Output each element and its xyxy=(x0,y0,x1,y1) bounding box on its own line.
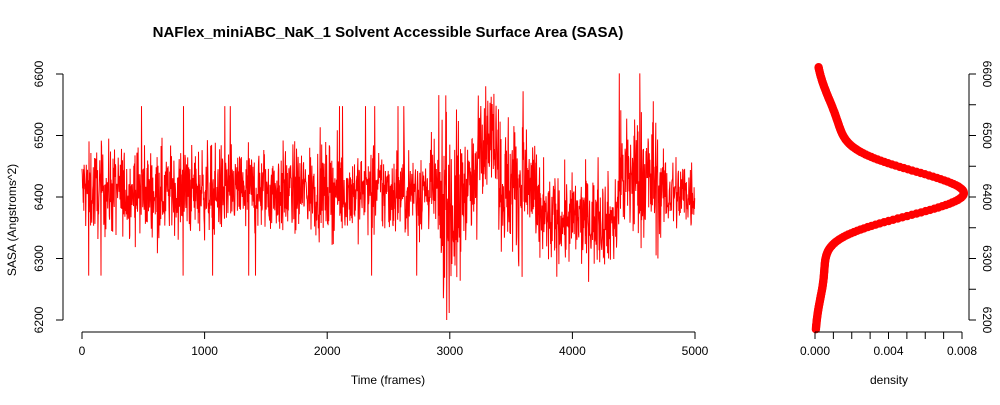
density-point xyxy=(814,62,823,72)
y-axis-label: SASA (Angstroms^2) xyxy=(5,164,19,276)
density-x-tick-label: 0.004 xyxy=(873,344,903,358)
x-tick-label: 4000 xyxy=(559,344,586,358)
x-tick-label: 2000 xyxy=(314,344,341,358)
density-y-tick-label: 6400 xyxy=(980,184,994,211)
y-tick-label: 6600 xyxy=(32,60,46,87)
density-y-tick-label: 6600 xyxy=(980,61,994,88)
x-axis-label: Time (frames) xyxy=(351,373,425,387)
density-right-y-axis: 6200 6300 6400 6500 6600 xyxy=(968,61,994,334)
sasa-series-line xyxy=(81,73,696,321)
y-tick-label: 6300 xyxy=(32,245,46,272)
x-tick-label: 1000 xyxy=(191,344,218,358)
density-y-tick-label: 6200 xyxy=(980,307,994,334)
x-tick-label: 5000 xyxy=(682,344,709,358)
time-x-axis: 0 1000 2000 3000 4000 5000 xyxy=(79,331,709,358)
sasa-time-series xyxy=(81,73,696,321)
x-tick-label: 3000 xyxy=(436,344,463,358)
density-x-tick-label: 0.008 xyxy=(947,344,977,358)
density-x-tick-label: 0.000 xyxy=(800,344,830,358)
density-x-axis: 0.000 0.004 0.008 xyxy=(800,331,977,358)
density-curve xyxy=(811,62,968,334)
density-y-tick-label: 6300 xyxy=(980,245,994,272)
y-tick-label: 6400 xyxy=(32,183,46,210)
sasa-y-axis: 6200 6300 6400 6500 6600 xyxy=(32,60,64,333)
density-axis-label: density xyxy=(870,373,908,387)
x-tick-label: 0 xyxy=(79,344,86,358)
chart-title: NAFlex_miniABC_NaK_1 Solvent Accessible … xyxy=(153,24,624,41)
y-tick-label: 6500 xyxy=(32,122,46,149)
y-tick-label: 6200 xyxy=(32,306,46,333)
density-y-tick-label: 6500 xyxy=(980,122,994,149)
